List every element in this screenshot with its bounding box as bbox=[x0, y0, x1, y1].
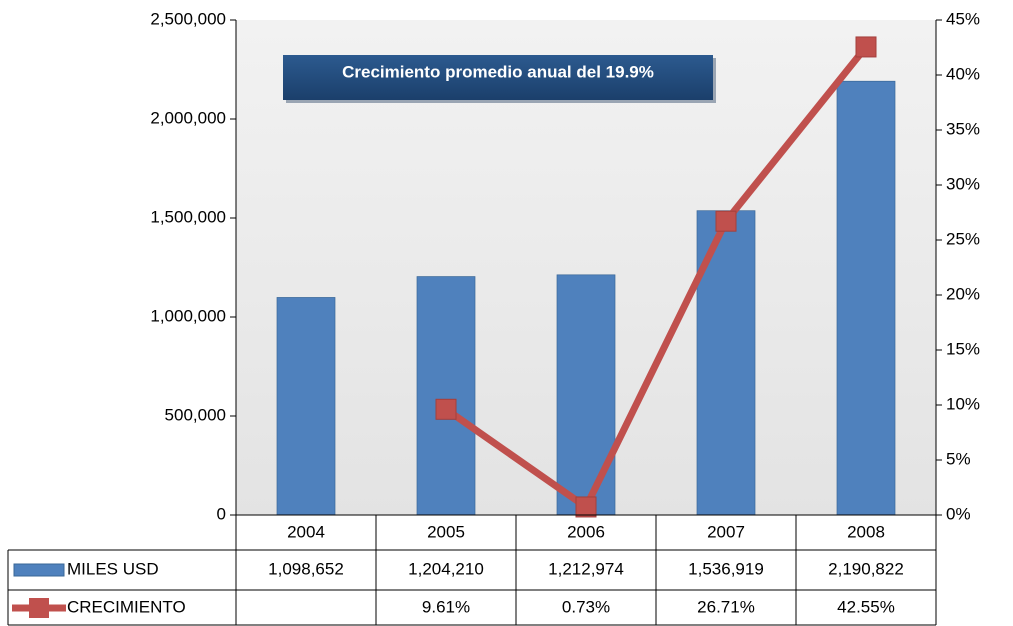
y2-tick-label: 0% bbox=[946, 504, 971, 523]
bar bbox=[416, 276, 476, 516]
data-label: 1,098,652 bbox=[268, 559, 344, 578]
y-tick-label: 2,500,000 bbox=[150, 9, 226, 28]
y-tick-label: 0 bbox=[217, 504, 226, 523]
data-label: 2,190,822 bbox=[828, 559, 904, 578]
marker bbox=[855, 36, 877, 58]
annotation-box bbox=[283, 55, 713, 100]
data-label: 42.55% bbox=[837, 597, 895, 616]
data-label: 26.71% bbox=[697, 597, 755, 616]
y-tick-label: 1,000,000 bbox=[150, 306, 226, 325]
y2-tick-label: 40% bbox=[946, 64, 980, 83]
legend-swatch bbox=[13, 563, 65, 577]
legend-label: MILES USD bbox=[67, 559, 159, 578]
annotation: Crecimiento promedio anual del 19.9% bbox=[342, 62, 654, 81]
bar bbox=[276, 297, 336, 516]
x-tick-label: 2006 bbox=[567, 522, 605, 541]
x-tick-label: 2007 bbox=[707, 522, 745, 541]
y-tick-label: 500,000 bbox=[165, 405, 226, 424]
x-tick-label: 2005 bbox=[427, 522, 465, 541]
legend-marker bbox=[29, 598, 49, 618]
data-label: 0.73% bbox=[562, 597, 610, 616]
y2-tick-label: 30% bbox=[946, 174, 980, 193]
y2-tick-label: 15% bbox=[946, 339, 980, 358]
marker bbox=[715, 210, 737, 232]
x-tick-label: 2008 bbox=[847, 522, 885, 541]
bar bbox=[556, 274, 616, 516]
y2-tick-label: 45% bbox=[946, 9, 980, 28]
data-label: 1,212,974 bbox=[548, 559, 624, 578]
y2-tick-label: 25% bbox=[946, 229, 980, 248]
marker bbox=[575, 496, 597, 518]
x-tick-label: 2004 bbox=[287, 522, 325, 541]
data-label: 9.61% bbox=[422, 597, 470, 616]
y2-tick-label: 10% bbox=[946, 394, 980, 413]
y2-tick-label: 5% bbox=[946, 449, 971, 468]
marker bbox=[435, 398, 457, 420]
data-label: 1,536,919 bbox=[688, 559, 764, 578]
bar bbox=[836, 80, 896, 516]
y-tick-label: 1,500,000 bbox=[150, 207, 226, 226]
data-label: 1,204,210 bbox=[408, 559, 484, 578]
y-tick-label: 2,000,000 bbox=[150, 108, 226, 127]
y2-tick-label: 35% bbox=[946, 119, 980, 138]
legend-label: CRECIMIENTO bbox=[67, 597, 186, 616]
line bbox=[443, 44, 869, 511]
y2-tick-label: 20% bbox=[946, 284, 980, 303]
